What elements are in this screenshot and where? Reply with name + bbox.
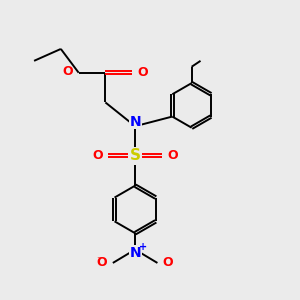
Text: O: O <box>92 149 103 162</box>
Text: O: O <box>63 65 73 78</box>
Text: +: + <box>139 242 147 252</box>
Text: N: N <box>129 245 141 260</box>
Text: O: O <box>163 256 173 269</box>
Text: O: O <box>167 149 178 162</box>
Text: ⁻: ⁻ <box>97 255 102 265</box>
Text: O: O <box>137 66 148 79</box>
Text: O: O <box>97 256 107 269</box>
Text: S: S <box>130 148 141 164</box>
Text: N: N <box>129 115 141 129</box>
